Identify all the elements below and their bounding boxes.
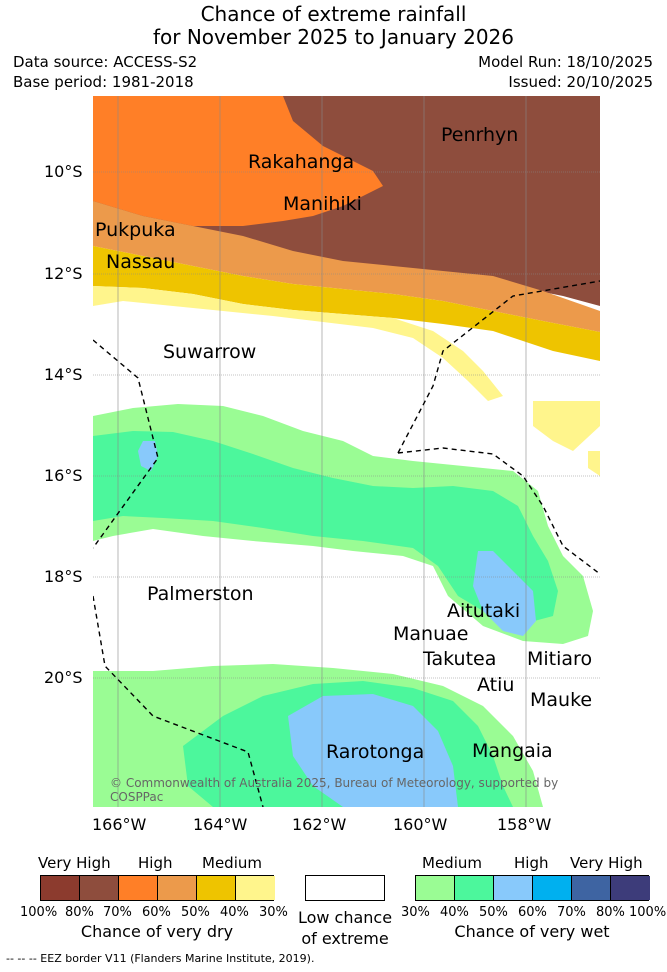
wet-swatch bbox=[416, 876, 455, 900]
wet-category-label: Very High bbox=[570, 854, 643, 872]
zone-dry-medium-east2 bbox=[588, 451, 600, 476]
place-label: Aitutaki bbox=[447, 600, 521, 622]
place-label: Manihiki bbox=[283, 193, 362, 215]
dry-colorbar bbox=[40, 875, 275, 901]
place-label: Palmerston bbox=[147, 583, 254, 605]
dry-swatch bbox=[197, 876, 236, 900]
dry-tick: 80% bbox=[65, 905, 94, 920]
data-source: Data source: ACCESS-S2 bbox=[13, 53, 198, 71]
wet-swatch bbox=[494, 876, 533, 900]
wet-swatch bbox=[611, 876, 650, 900]
low-chance-swatch bbox=[305, 875, 385, 901]
place-label: Mauke bbox=[530, 689, 593, 711]
issued-date: Issued: 20/10/2025 bbox=[508, 73, 653, 91]
place-label: Rarotonga bbox=[326, 741, 425, 763]
place-label: Pukpuka bbox=[95, 219, 176, 241]
eez-footnote: -- -- -- EEZ border V11 (Flanders Marine… bbox=[6, 952, 315, 965]
dry-tick: 60% bbox=[142, 905, 171, 920]
dry-swatch bbox=[80, 876, 119, 900]
dry-tick: 50% bbox=[181, 905, 210, 920]
dry-legend-title: Chance of very dry bbox=[80, 922, 234, 941]
lat-label: 14°S bbox=[44, 365, 83, 384]
place-label: Suwarrow bbox=[163, 341, 257, 363]
dry-tick: 30% bbox=[259, 905, 288, 920]
wet-category-label: High bbox=[514, 854, 549, 872]
wet-swatch bbox=[533, 876, 572, 900]
lat-label: 20°S bbox=[44, 668, 83, 687]
dry-category-label: Very High bbox=[38, 854, 111, 872]
place-label: Mitiaro bbox=[527, 648, 593, 670]
lon-label: 166°W bbox=[92, 815, 147, 834]
wet-tick: 60% bbox=[518, 905, 547, 920]
lon-label: 160°W bbox=[393, 815, 448, 834]
base-period: Base period: 1981-2018 bbox=[13, 73, 194, 91]
dry-tick: 70% bbox=[103, 905, 132, 920]
graticule bbox=[93, 96, 600, 807]
lon-label: 164°W bbox=[193, 815, 248, 834]
zone-wet-high-west bbox=[138, 441, 158, 471]
place-label: Mangaia bbox=[472, 740, 553, 762]
eez-border bbox=[93, 280, 600, 807]
dry-category-label: Medium bbox=[202, 854, 262, 872]
zone-wet-medium-high bbox=[93, 431, 558, 624]
model-run: Model Run: 18/10/2025 bbox=[478, 53, 653, 71]
wet-category-label: Medium bbox=[422, 854, 482, 872]
dry-tick: 100% bbox=[20, 905, 58, 920]
zone-dry-high bbox=[93, 96, 383, 226]
zone-wet-south-high bbox=[288, 694, 458, 807]
zone-dry-medium bbox=[93, 286, 503, 401]
place-label: Nassau bbox=[106, 251, 176, 273]
chart-title-line1: Chance of extreme rainfall bbox=[200, 2, 467, 26]
copyright-notice: © Commonwealth of Australia 2025, Bureau… bbox=[110, 776, 559, 804]
lat-label: 16°S bbox=[44, 466, 83, 485]
place-label: Rakahanga bbox=[248, 151, 355, 173]
place-label: Atiu bbox=[477, 674, 515, 696]
wet-swatch bbox=[455, 876, 494, 900]
wet-tick: 80% bbox=[596, 905, 625, 920]
low-chance-label-1: Low chance bbox=[297, 908, 393, 927]
dry-swatch bbox=[119, 876, 158, 900]
lon-label: 162°W bbox=[292, 815, 347, 834]
dry-tick: 40% bbox=[220, 905, 249, 920]
wet-legend-title: Chance of very wet bbox=[454, 922, 610, 941]
wet-swatch bbox=[572, 876, 611, 900]
dry-swatch bbox=[236, 876, 275, 900]
chart-title-line2: for November 2025 to January 2026 bbox=[152, 25, 515, 49]
rainfall-map: Penrhyn Rakahanga Manihiki Pukpuka Nassa… bbox=[93, 96, 600, 807]
low-chance-label-2: of extreme bbox=[301, 929, 389, 948]
place-label: Penrhyn bbox=[441, 124, 519, 146]
lat-label: 12°S bbox=[44, 264, 83, 283]
wet-tick: 50% bbox=[479, 905, 508, 920]
wet-tick: 30% bbox=[401, 905, 430, 920]
wet-tick: 100% bbox=[629, 905, 667, 920]
dry-swatch bbox=[158, 876, 197, 900]
place-label: Takutea bbox=[423, 648, 497, 670]
lon-label: 158°W bbox=[497, 815, 552, 834]
place-label: Manuae bbox=[393, 623, 469, 645]
wet-tick: 70% bbox=[557, 905, 586, 920]
lat-label: 10°S bbox=[44, 162, 83, 181]
map-canvas bbox=[93, 96, 600, 807]
dry-category-label: High bbox=[138, 854, 173, 872]
wet-tick: 40% bbox=[440, 905, 469, 920]
wet-colorbar bbox=[415, 875, 650, 901]
lat-label: 18°S bbox=[44, 567, 83, 586]
zone-wet-high-north bbox=[473, 551, 536, 636]
dry-swatch bbox=[41, 876, 80, 900]
zone-dry-medium-east bbox=[533, 401, 600, 451]
